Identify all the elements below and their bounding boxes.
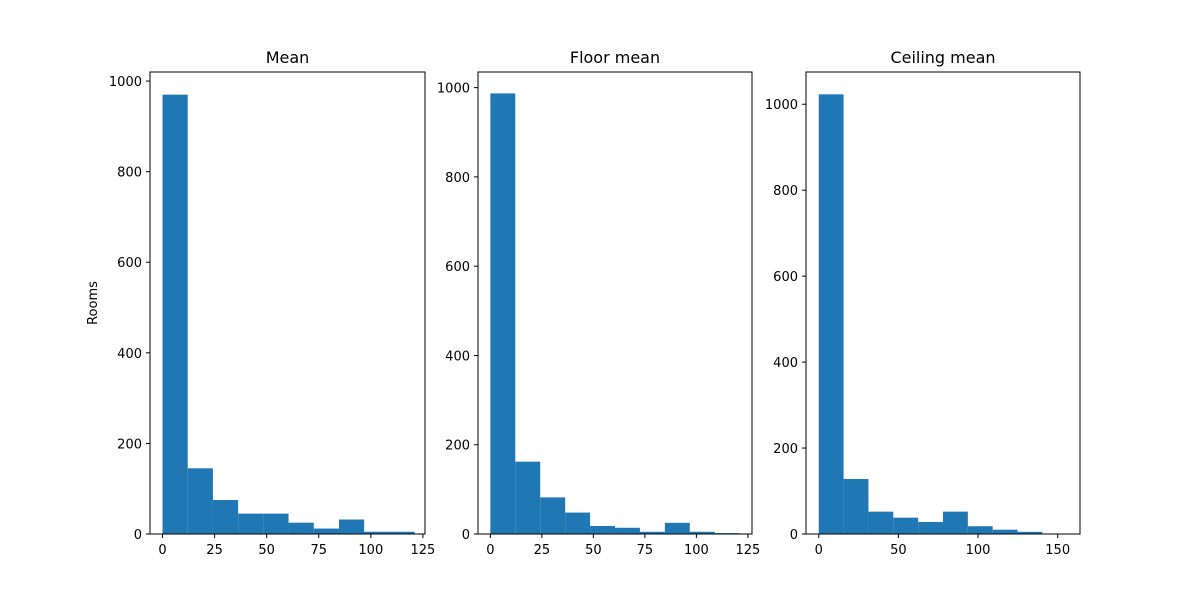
x-tick-label: 25 (534, 543, 551, 558)
histogram-bar (868, 511, 894, 534)
y-tick-label: 0 (134, 528, 142, 543)
x-tick-label: 125 (411, 543, 436, 558)
histogram-bar (212, 500, 239, 534)
histogram-bar (263, 513, 289, 534)
y-tick-label: 400 (445, 349, 470, 364)
y-tick-label: 200 (773, 442, 798, 457)
histogram-bar (313, 528, 339, 534)
y-tick-label: 1000 (437, 82, 470, 97)
subplot-title: Ceiling mean (890, 48, 995, 67)
bars-group (162, 94, 415, 535)
x-tick-label: 150 (1045, 543, 1070, 558)
histogram-bar (187, 468, 213, 534)
y-ticks: 0 200 400 600 800 1000 (109, 75, 150, 543)
histogram-bar (943, 511, 968, 534)
x-tick-label: 50 (585, 543, 602, 558)
y-tick-label: 1000 (109, 75, 142, 90)
x-tick-label: 100 (684, 543, 709, 558)
y-tick-label: 600 (773, 270, 798, 285)
x-tick-label: 100 (966, 543, 991, 558)
y-tick-label: 400 (117, 347, 142, 362)
bars-group (490, 93, 740, 535)
y-tick-label: 800 (117, 166, 142, 181)
y-axis-label: Rooms (86, 281, 101, 325)
x-tick-label: 0 (486, 543, 494, 558)
y-tick-label: 0 (790, 528, 798, 543)
y-tick-label: 800 (773, 184, 798, 199)
subplot-ceiling-mean: Ceiling mean 0 50 100 150 0 200 400 600 800 1000 (765, 48, 1081, 558)
histogram-bar (639, 531, 665, 534)
y-ticks: 0 200 400 600 800 1000 (765, 98, 806, 543)
subplot-title: Mean (266, 48, 310, 67)
x-tick-label: 50 (258, 543, 275, 558)
y-tick-label: 200 (117, 437, 142, 452)
histogram-bar (818, 94, 844, 534)
histogram-bar (893, 517, 919, 534)
histogram-bar (364, 531, 390, 534)
y-ticks: 0 200 400 600 800 1000 (437, 82, 478, 543)
histogram-bar (992, 529, 1018, 534)
histogram-bar (843, 478, 869, 534)
histogram-bar (615, 527, 640, 534)
y-tick-label: 600 (445, 260, 470, 275)
histogram-bar (540, 497, 566, 534)
x-tick-label: 100 (358, 543, 383, 558)
histogram-bar (590, 525, 615, 534)
subplot-title: Floor mean (570, 48, 660, 67)
y-tick-label: 200 (445, 439, 470, 454)
y-tick-label: 1000 (765, 98, 798, 113)
y-tick-label: 0 (462, 528, 470, 543)
histogram-bar (689, 531, 715, 534)
histogram-bar (565, 512, 591, 534)
histogram-bar (238, 513, 264, 534)
histogram-bar (389, 531, 415, 534)
y-tick-label: 800 (445, 171, 470, 186)
histogram-bar (967, 526, 993, 534)
histogram-bar (490, 93, 516, 535)
x-tick-label: 25 (206, 543, 223, 558)
axes-frame (477, 71, 753, 535)
histogram-bar (664, 522, 690, 534)
x-tick-label: 0 (815, 543, 823, 558)
axes-frame (149, 71, 426, 535)
x-tick-label: 125 (735, 543, 760, 558)
x-ticks: 0 25 50 75 100 125 (486, 534, 760, 558)
x-tick-label: 50 (890, 543, 907, 558)
axes-frame (805, 71, 1081, 535)
x-ticks: 0 50 100 150 (815, 534, 1070, 558)
histogram-bar (515, 461, 541, 534)
histogram-bar (338, 519, 365, 534)
histogram-bar (1017, 531, 1043, 534)
x-ticks: 0 25 50 75 100 125 (158, 534, 435, 558)
subplot-mean: Mean Rooms 0 25 50 75 100 125 0 200 400 600 800 10… (86, 48, 435, 558)
histogram-bar (288, 522, 314, 534)
y-tick-label: 400 (773, 356, 798, 371)
histogram-bar (162, 94, 188, 535)
x-tick-label: 75 (637, 543, 654, 558)
x-tick-label: 0 (158, 543, 166, 558)
x-tick-label: 75 (310, 543, 327, 558)
y-tick-label: 600 (117, 256, 142, 271)
subplot-floor-mean: Floor mean 0 25 50 75 100 125 0 200 400 600 800 10… (437, 48, 760, 558)
histogram-bar (918, 521, 943, 534)
bars-group (818, 94, 1068, 534)
